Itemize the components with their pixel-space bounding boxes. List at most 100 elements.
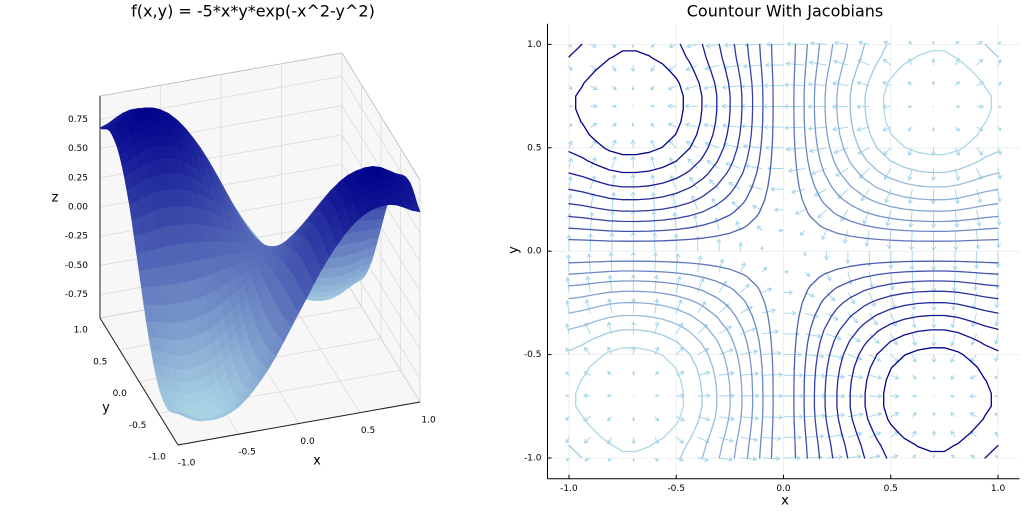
quiver-arrow	[911, 292, 917, 311]
quiver-arrow	[832, 126, 848, 132]
quiver-arrow	[954, 126, 960, 132]
quiver-arrow	[668, 43, 677, 49]
quiver-arrow	[719, 456, 734, 462]
quiver-arrow	[718, 436, 734, 443]
quiver-arrow	[783, 414, 804, 420]
quiver-arrow	[631, 85, 635, 91]
quiver-arrow	[856, 104, 870, 110]
y-tick-label: 0.0	[113, 389, 128, 399]
quiver-arrow	[583, 346, 591, 355]
quiver-arrow	[673, 233, 679, 252]
contour-line	[575, 50, 992, 453]
quiver-arrow	[868, 271, 875, 289]
quiver-arrow	[654, 298, 660, 314]
z-tick-label: 0.25	[68, 173, 88, 183]
y-tick-label: -1.0	[524, 454, 542, 464]
quiver-arrow	[976, 104, 984, 110]
quiver-arrow	[994, 454, 999, 459]
quiver-arrow	[584, 457, 591, 462]
quiver-arrow	[911, 374, 917, 380]
quiver-arrow	[711, 197, 720, 211]
quiver-arrow	[969, 393, 977, 399]
quiver-arrow	[907, 81, 913, 87]
quiver-arrow	[567, 193, 573, 210]
quiver-arrow	[697, 347, 710, 355]
y-tick-label: 1.0	[74, 326, 89, 336]
quiver-arrow	[630, 65, 636, 73]
quiver-arrow	[607, 298, 613, 314]
quiver-arrow	[826, 312, 839, 321]
quiver-arrow	[847, 412, 864, 418]
quiver-arrow	[952, 251, 958, 271]
quiver-arrow	[675, 346, 685, 355]
quiver-arrow	[868, 333, 880, 344]
quiver-arrow	[994, 292, 1000, 309]
quiver-arrow	[857, 40, 870, 46]
quiver-arrow	[889, 271, 895, 291]
quiver-arrow	[931, 230, 937, 252]
quiver-arrow	[931, 271, 937, 293]
quiver-arrow	[907, 105, 913, 109]
quiver-arrow	[684, 103, 698, 109]
quiver-arrow	[564, 322, 570, 334]
quiver-arrow	[756, 225, 763, 231]
quiver-arrow	[994, 412, 999, 417]
quiver-arrow	[950, 411, 956, 418]
quiver-arrow	[931, 292, 937, 312]
quiver-arrow	[890, 454, 899, 459]
quiver-arrow	[761, 308, 776, 314]
quiver-arrow	[672, 211, 678, 231]
quiver-arrow	[764, 145, 784, 151]
quiver-arrow	[930, 168, 936, 182]
quiver-arrow	[697, 277, 705, 293]
quiver-arrow	[826, 292, 836, 302]
quiver-arrow	[716, 238, 722, 252]
quiver-arrow	[908, 41, 913, 45]
quiver-arrow	[950, 374, 956, 380]
quiver-arrow	[783, 82, 806, 88]
quiver-arrow	[718, 325, 732, 335]
quiver-arrow	[740, 327, 756, 335]
quiver-arrow	[847, 333, 861, 342]
quiver-arrow	[721, 103, 741, 109]
quiver-arrow	[882, 147, 892, 156]
quiver-arrow	[976, 40, 983, 46]
quiver-arrow	[811, 168, 827, 176]
quiver-arrow	[583, 436, 591, 444]
quiver-arrow	[949, 394, 956, 398]
quiver-arrow	[835, 168, 849, 177]
quiver-arrow	[804, 353, 825, 359]
quiver-arrow	[950, 313, 956, 329]
quiver-arrow	[868, 292, 876, 308]
quiver-arrow	[890, 431, 899, 438]
chart-title: f(x,y) = -5*x*y*exp(-x^2-y^2)	[131, 2, 375, 21]
quiver-arrow	[650, 64, 656, 72]
quiver-arrow	[691, 194, 699, 210]
quiver-arrow	[590, 140, 597, 149]
quiver-arrow	[654, 394, 660, 398]
quiver-arrow	[744, 163, 763, 169]
quiver-arrow	[954, 41, 960, 45]
quiver-arrow	[566, 234, 572, 252]
contour-line	[568, 43, 999, 459]
quiver-arrow	[931, 430, 937, 438]
quiver-arrow	[996, 209, 1002, 226]
quiver-arrow	[565, 371, 570, 376]
quiver-arrow	[931, 80, 936, 86]
quiver-arrow	[883, 40, 891, 46]
quiver-arrow	[995, 251, 1001, 269]
quiver-arrow	[931, 354, 937, 364]
quiver-arrow	[954, 189, 960, 205]
quiver-arrow	[611, 155, 617, 169]
quiver-arrow	[890, 313, 898, 328]
quiver-arrow	[742, 63, 763, 69]
quiver-arrow	[912, 394, 917, 398]
quiver-arrow	[890, 412, 900, 418]
quiver-arrow	[718, 258, 725, 273]
quiver-arrow	[650, 85, 656, 91]
quiver-arrow	[931, 57, 936, 66]
quiver-arrow	[590, 103, 598, 109]
quiver-arrow	[631, 297, 637, 314]
quiver-arrow	[719, 370, 735, 376]
quiver-arrow	[970, 354, 977, 363]
